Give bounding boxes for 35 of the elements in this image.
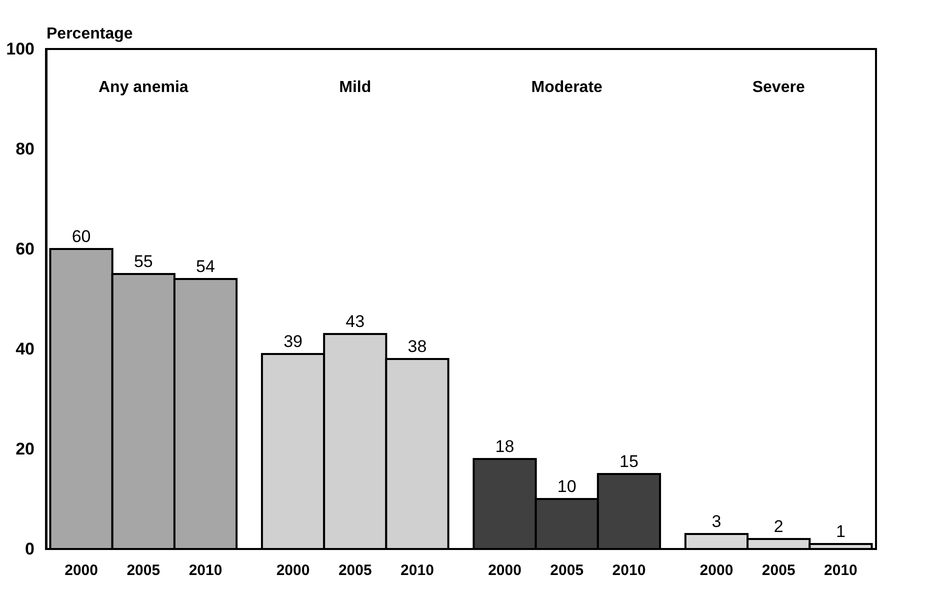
data-label: 10 — [557, 477, 576, 496]
y-tick-label: 60 — [16, 240, 34, 258]
text: 2005 — [762, 562, 796, 579]
data-label: 15 — [620, 452, 638, 471]
text: 2000 — [276, 562, 310, 579]
y-axis-title: Percentage — [46, 26, 133, 42]
text: 2005 — [338, 562, 372, 579]
text: 2010 — [612, 562, 646, 579]
y-tick-label: 100 — [6, 40, 34, 58]
y-tick-label: 80 — [16, 140, 34, 158]
y-tick-label: 0 — [25, 540, 34, 558]
series-label: 2010 — [188, 562, 222, 579]
data-label: 39 — [284, 332, 302, 351]
text: 2010 — [824, 562, 858, 579]
data-label: 60 — [72, 227, 91, 246]
data-label: 3 — [712, 512, 722, 531]
data-label: 38 — [408, 337, 427, 356]
data-label: 54 — [196, 257, 215, 276]
x-tick-label: Mild — [339, 79, 372, 96]
data-label: 43 — [346, 312, 365, 331]
text: 2000 — [488, 562, 522, 579]
text: 2005 — [550, 562, 584, 579]
text: 2010 — [400, 562, 434, 579]
y-tick-label: 20 — [16, 440, 34, 458]
data-label: 2 — [774, 517, 784, 536]
x-tick-label: Moderate — [531, 79, 603, 96]
data-label: 18 — [495, 437, 514, 456]
x-tick-label: Any anemia — [98, 79, 188, 96]
data-label: 55 — [134, 252, 153, 271]
text: 2000 — [700, 562, 734, 579]
series-label: 2000 — [64, 562, 98, 579]
data-label: 1 — [836, 522, 846, 541]
y-tick-label: 40 — [16, 340, 34, 358]
series-label: 2005 — [126, 562, 160, 579]
x-tick-label: Severe — [752, 79, 805, 96]
